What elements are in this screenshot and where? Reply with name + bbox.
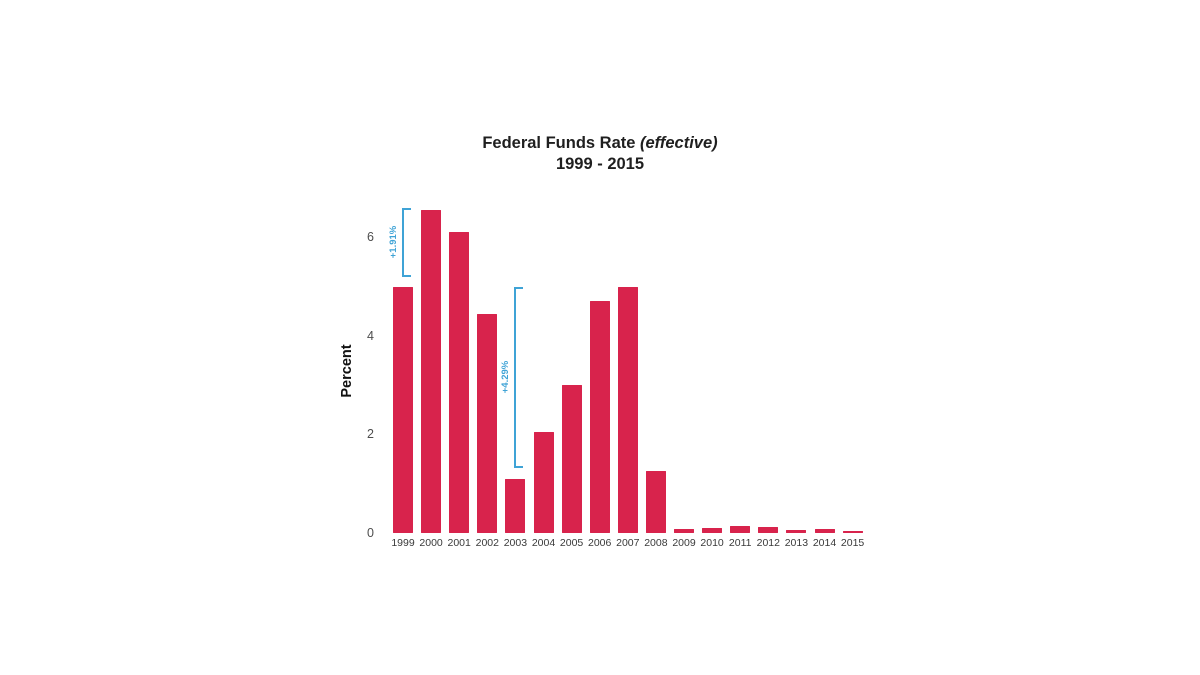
x-axis-tick-label: 2006 bbox=[588, 537, 612, 549]
x-axis-tick-label: 2005 bbox=[559, 537, 584, 549]
x-axis-tick-label: 2012 bbox=[756, 537, 780, 549]
bar-2010 bbox=[702, 528, 723, 533]
x-axis-tick-label: 2000 bbox=[419, 537, 443, 549]
y-axis-tick-label: 4 bbox=[367, 328, 374, 343]
annotation-label: +4.29% bbox=[500, 360, 512, 394]
x-axis-tick-label: 2014 bbox=[812, 537, 837, 549]
y-axis-tick-label: 0 bbox=[367, 526, 374, 540]
x-axis-tick-label: 2010 bbox=[700, 537, 724, 549]
bar-2012 bbox=[758, 526, 779, 533]
x-axis-tick-label: 2008 bbox=[644, 537, 668, 549]
x-axis-tick-label: 2015 bbox=[840, 537, 865, 549]
x-axis-tick-label: 2007 bbox=[616, 537, 640, 549]
x-axis-tick-label: 1999 bbox=[391, 537, 415, 549]
annotation-bracket bbox=[402, 207, 411, 277]
annotation-bracket bbox=[514, 286, 524, 468]
chart-title: Federal Funds Rate (effective) 1999 - 20… bbox=[0, 133, 1200, 175]
bar-2011 bbox=[730, 525, 751, 533]
x-axis-tick-label: 2003 bbox=[503, 537, 528, 549]
bar-2003 bbox=[505, 478, 526, 533]
bar-2000 bbox=[421, 210, 442, 533]
x-axis-tick-label: 2011 bbox=[728, 537, 752, 549]
bar-2009 bbox=[674, 529, 694, 533]
bar-2006 bbox=[589, 301, 610, 533]
chart-title-emphasis: (effective) bbox=[640, 134, 718, 152]
x-axis-tick-label: 2001 bbox=[447, 537, 471, 549]
chart-title-text: Federal Funds Rate bbox=[482, 134, 641, 152]
bar-2015 bbox=[842, 531, 863, 534]
bar-2008 bbox=[645, 471, 666, 533]
annotation-label: +1.91% bbox=[388, 225, 399, 259]
chart-title-line1: Federal Funds Rate (effective) bbox=[0, 133, 1200, 154]
y-axis-tick-label: 6 bbox=[367, 230, 374, 245]
bar-2014 bbox=[814, 529, 835, 533]
x-axis-tick-label: 2013 bbox=[784, 537, 809, 549]
bar-2005 bbox=[561, 385, 582, 533]
bar-2007 bbox=[617, 286, 638, 533]
bar-2004 bbox=[533, 431, 554, 533]
x-axis-tick-label: 2002 bbox=[475, 537, 499, 549]
bar-2001 bbox=[449, 232, 470, 533]
x-axis-tick-label: 2004 bbox=[531, 537, 556, 549]
bar-1999 bbox=[393, 286, 413, 533]
y-axis-tick-label: 2 bbox=[367, 427, 374, 442]
chart-subtitle: 1999 - 2015 bbox=[555, 155, 645, 173]
bar-2002 bbox=[477, 313, 498, 533]
x-axis-tick-label: 2009 bbox=[672, 537, 696, 549]
bar-2013 bbox=[786, 530, 807, 533]
